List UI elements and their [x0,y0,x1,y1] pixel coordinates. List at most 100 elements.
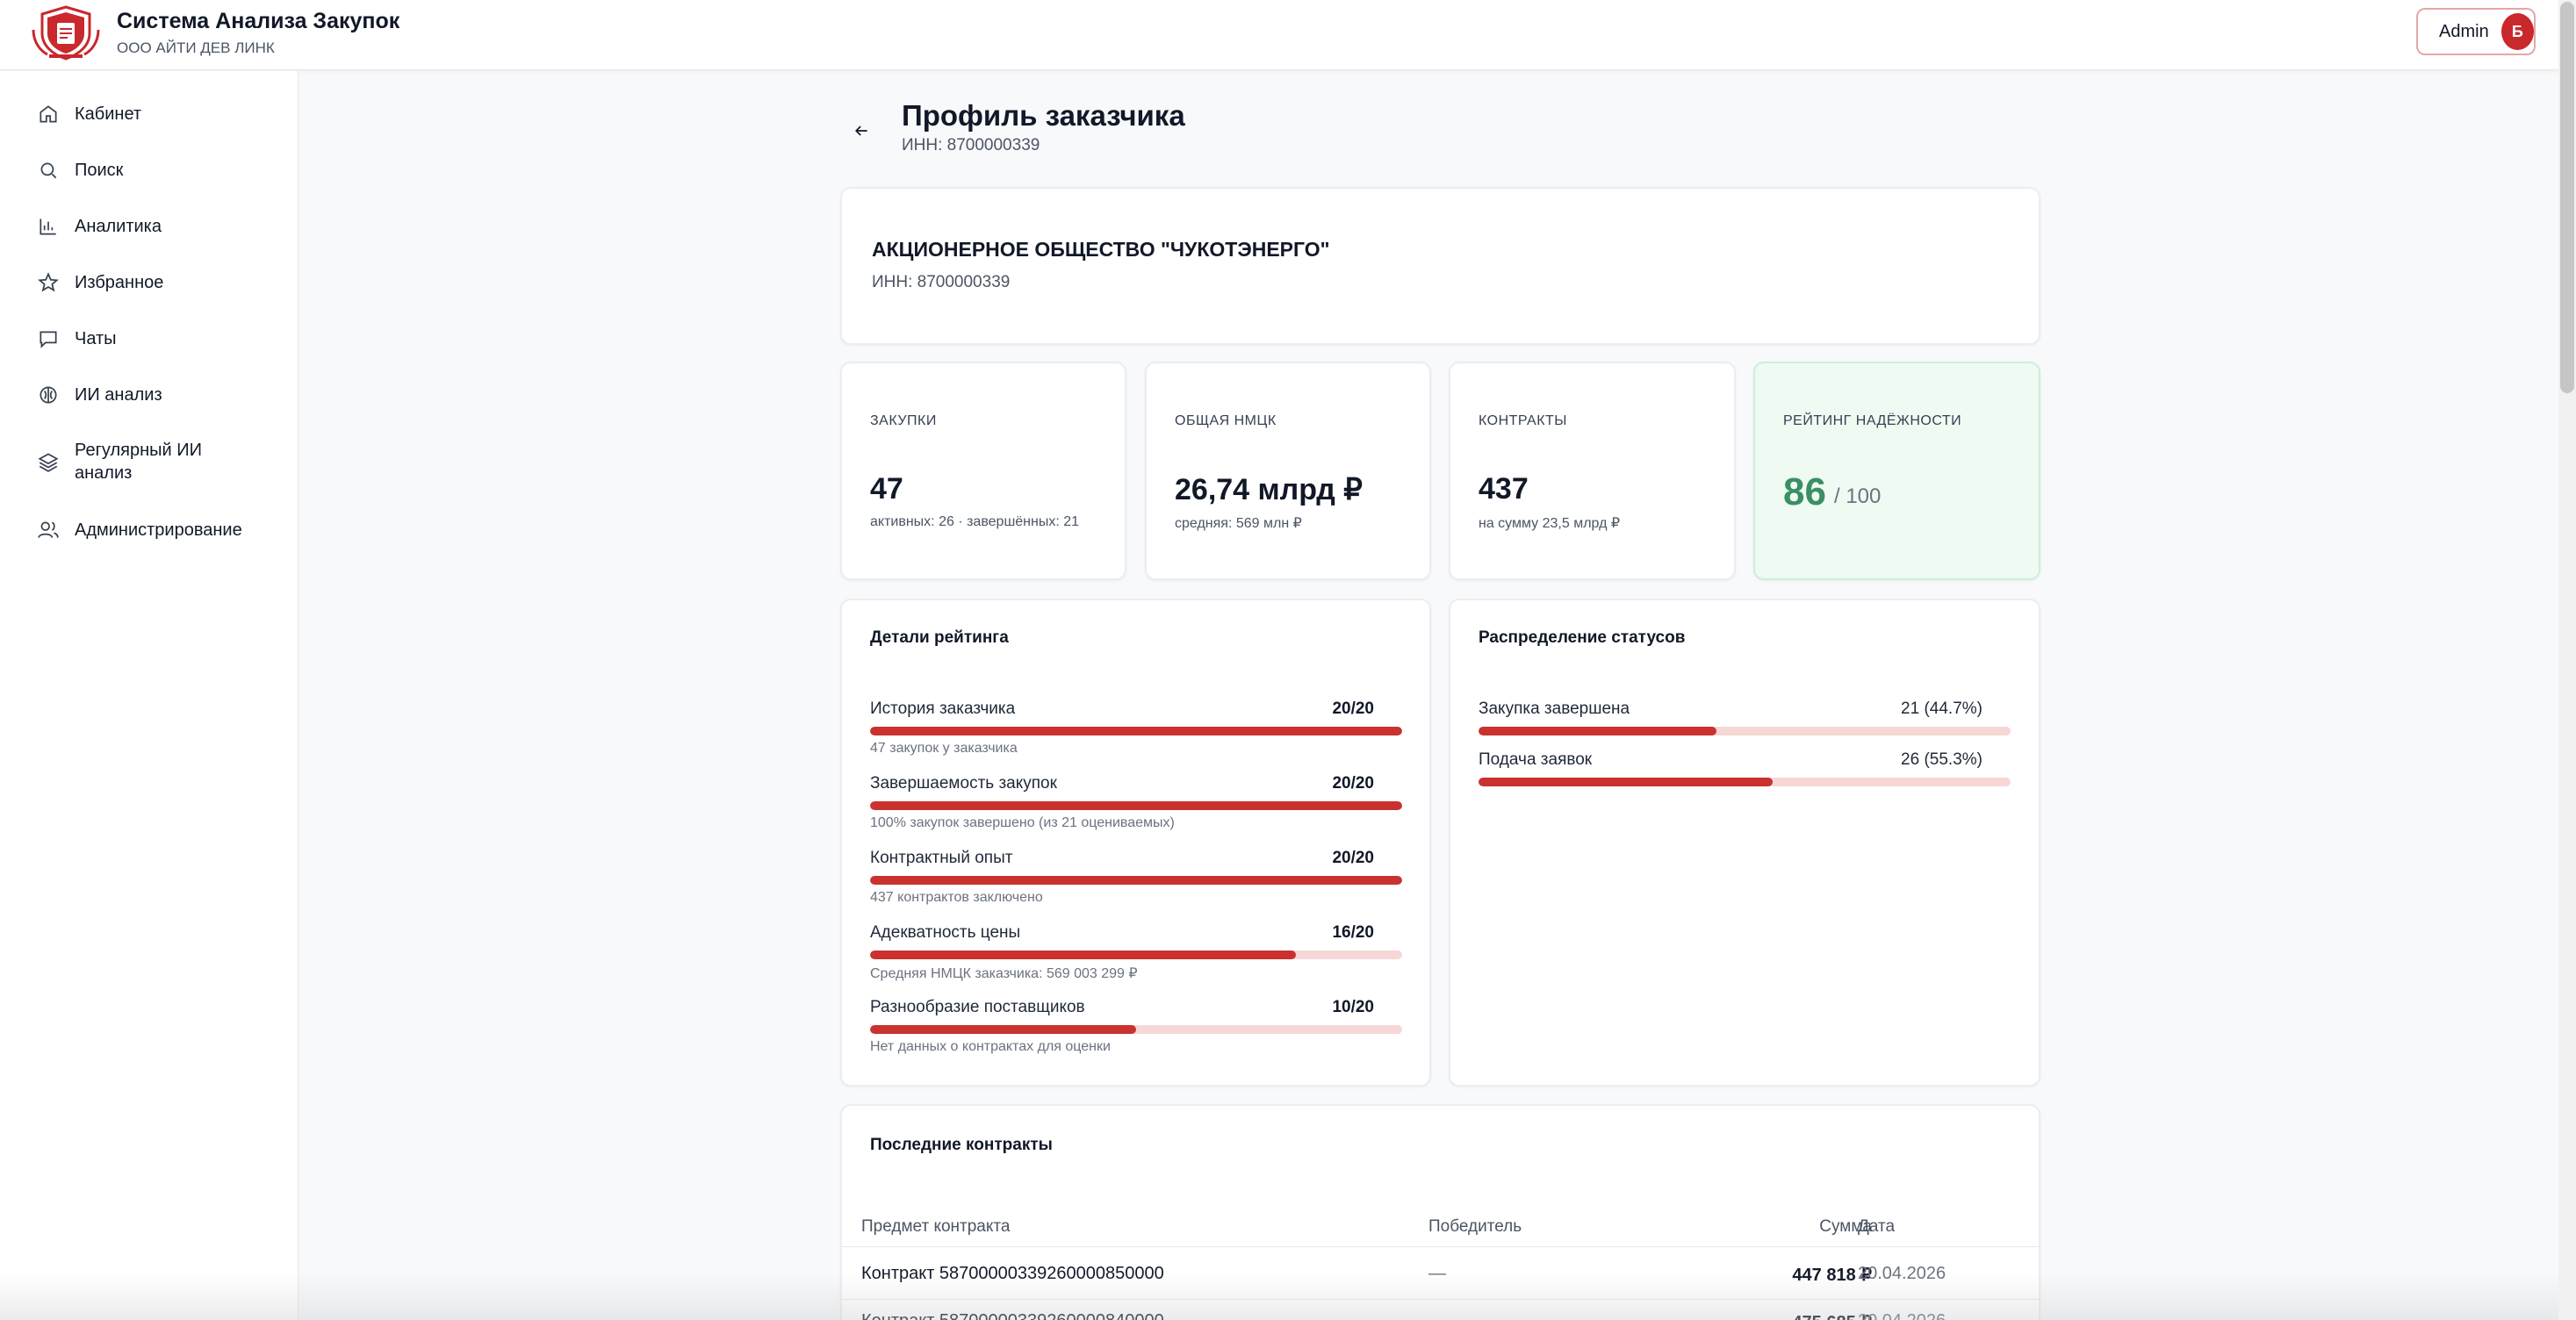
column-header-date[interactable]: Дата [1858,1217,1896,1236]
rating-details-card: Детали рейтинга История заказчика 20/20 47… [840,599,1431,1087]
user-name: Admin [2439,21,2489,41]
status-progress-fill [1479,727,1716,735]
table-header-divider [842,1246,2040,1247]
rating-value: 86 [1783,470,1826,513]
page-title: Профиль заказчика [902,99,1185,132]
sidebar-item-label: Чаты [75,329,117,348]
sidebar-item-analytics[interactable]: Аналитика [0,204,299,249]
recent-contracts-card: Последние контракты Предмет контракта По… [840,1104,2040,1320]
layers-icon [38,453,59,472]
sidebar-item-cabinet[interactable]: Кабинет [0,91,299,137]
sidebar-item-label: ИИ анализ [75,385,162,405]
cell-subject: Контракт 5870000033926000084000​0 [861,1311,1164,1320]
stat-card-nmck: ОБЩАЯ НМЦК 26,74 млрд ₽ средняя: 569 млн… [1145,362,1431,580]
status-distribution-title: Распределение статусов [1479,628,1686,647]
rating-row-score: 20/20 [1332,774,1374,793]
user-menu-button[interactable]: Admin Б [2416,8,2536,55]
rating-row-score: 20/20 [1332,699,1374,718]
rating-row-note: Средняя НМЦК заказчика: 569 003 299 ₽ [870,966,1138,981]
stat-value: 437 [1479,472,1529,506]
column-header-sum[interactable]: Сумма [1819,1217,1872,1236]
sidebar-item-label: Кабинет [75,104,142,124]
stat-card-rating: РЕЙТИНГ НАДЁЖНОСТИ 86 / 100 [1753,362,2040,580]
sidebar-item-regular-ai[interactable]: Регулярный ИИ анализ [0,428,299,495]
rating-row-label: История заказчика [870,699,1016,718]
cell-sum: 475 685 ₽ [1731,1311,1872,1320]
status-progress-fill [1479,778,1774,786]
rating-progress-bar [870,951,1402,959]
table-row[interactable]: Контракт 5870000033926000084000​0 — 475 68… [842,1311,2040,1320]
rating-max: / 100 [1834,484,1882,508]
sidebar-item-admin[interactable]: Администрирование [0,507,299,553]
rating-progress-bar [870,727,1402,735]
rating-progress-fill [870,951,1296,959]
status-distribution-card: Распределение статусов Закупка завершена… [1449,599,2040,1087]
stat-label: КОНТРАКТЫ [1479,413,1567,428]
bar-chart-icon [40,219,56,235]
status-row-label: Подача заявок [1479,750,1593,769]
rating-progress-fill [870,727,1402,735]
cell-sum: 447 818 ₽ [1792,1266,1872,1285]
sidebar-item-ai-analysis[interactable]: ИИ анализ [0,372,299,418]
org-name: ООО АЙТИ ДЕВ ЛИНК [117,39,275,56]
rating-row-note: 437 контрактов заключено [870,890,1043,905]
back-button[interactable] [846,116,876,146]
rating-row-label: Адекватность цены [870,923,1021,942]
rating-row-score: 10/20 [1332,998,1374,1016]
sidebar-item-favorites[interactable]: Избранное [0,260,299,305]
rating-row-label: Контрактный опыт [870,849,1013,867]
search-icon [40,162,57,179]
cell-date: 20.04.2026 [1858,1311,1946,1320]
chat-icon [40,331,57,348]
scrollbar-thumb[interactable] [2560,2,2574,393]
stat-value: 47 [870,472,903,506]
rating-row-label: Разнообразие поставщиков [870,998,1085,1016]
stat-label: РЕЙТИНГ НАДЁЖНОСТИ [1783,413,1962,428]
sidebar-item-chats[interactable]: Чаты [0,316,299,362]
app-title: Система Анализа Закупок [117,9,400,33]
page-subtitle-inn: ИНН: 8700000339 [902,136,1040,154]
sidebar-item-label: Регулярный ИИ [75,441,202,460]
home-icon [40,105,57,123]
status-row-label: Закупка завершена [1479,699,1630,718]
sidebar: Кабинет Поиск Аналитика Избранное Чаты И… [0,71,299,1320]
star-icon [38,272,59,292]
rating-progress-bar [870,801,1402,810]
sidebar-item-search[interactable]: Поиск [0,147,299,193]
stat-value: 26,74 млрд ₽ [1175,473,1363,506]
rating-progress-bar [870,876,1402,885]
rating-progress-fill [870,1025,1136,1034]
rating-progress-fill [870,801,1402,810]
sidebar-item-label: Администрирование [75,520,242,540]
column-header-winner[interactable]: Победитель [1428,1217,1522,1236]
rating-row-note: Нет данных о контрактах для оценки [870,1039,1111,1054]
status-progress-bar [1479,727,2011,735]
stat-card-contracts: КОНТРАКТЫ 437 на сумму 23,5 млрд ₽ [1449,362,1736,580]
stat-sub: на сумму 23,5 млрд ₽ [1479,516,1621,531]
org-inn: ИНН: 8700000339 [872,273,1011,291]
stat-sub: активных: 26 · завершённых: 21 [870,514,1080,529]
column-header-subject[interactable]: Предмет контракта [861,1217,1011,1236]
status-row-value: 26 (55.3%) [1901,750,1982,769]
row-divider [842,1299,2040,1300]
rating-row-score: 20/20 [1332,849,1374,867]
cell-winner: — [1428,1311,1446,1320]
top-bar: Система Анализа Закупок ООО АЙТИ ДЕВ ЛИН… [0,0,2576,70]
stat-card-purchases: ЗАКУПКИ 47 активных: 26 · завершённых: 2… [840,362,1126,580]
avatar: Б [2500,13,2534,50]
rating-details-title: Детали рейтинга [870,628,1009,647]
sidebar-item-label: Избранное [75,273,164,292]
cell-winner: — [1428,1264,1446,1283]
arrow-left-icon [854,126,867,136]
rating-row-score: 16/20 [1332,923,1374,942]
shield-logo-icon [32,5,100,61]
org-card: АКЦИОНЕРНОЕ ОБЩЕСТВО "ЧУКОТЭНЕРГО" ИНН: … [840,187,2040,345]
table-row[interactable]: Контракт 5870000033926000085000​0 — 447 81… [842,1264,2040,1311]
cell-date: 20.04.2026 [1858,1264,1946,1283]
stat-label: ЗАКУПКИ [870,413,937,428]
sidebar-item-label-line2: анализ [75,463,133,483]
org-full-name: АКЦИОНЕРНОЕ ОБЩЕСТВО "ЧУКОТЭНЕРГО" [872,238,1330,261]
sidebar-item-label: Аналитика [75,217,162,236]
rating-row-note: 100% закупок завершено (из 21 оцениваемы… [870,815,1175,830]
recent-contracts-title: Последние контракты [870,1136,1053,1154]
